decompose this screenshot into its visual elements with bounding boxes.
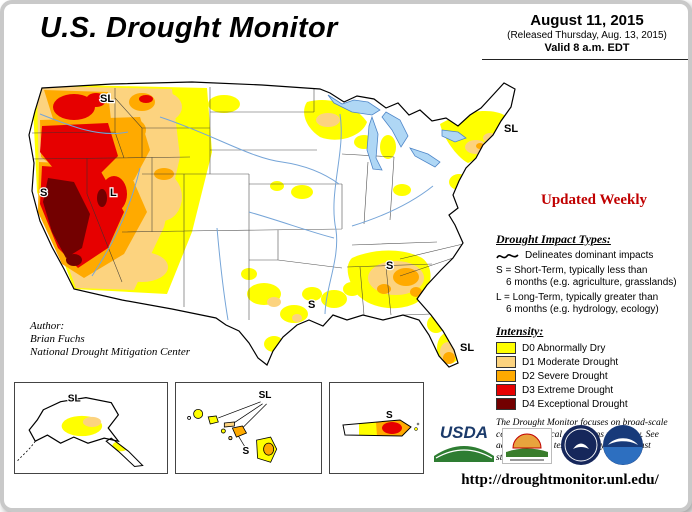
- puerto-rico-west-region: [343, 423, 359, 435]
- long-term-line2: 6 months (e.g. hydrology, ecology): [506, 304, 659, 315]
- author-block: Author: Brian Fuchs National Drought Mit…: [30, 320, 190, 359]
- hawaii-inset-map: SL S: [175, 382, 322, 474]
- drought-monitor-url[interactable]: http://droughtmonitor.unl.edu/: [461, 472, 659, 488]
- usda-logo: USDA: [432, 420, 496, 466]
- dept-of-commerce-seal: [560, 424, 602, 466]
- page-title: U.S. Drought Monitor: [40, 12, 338, 44]
- author-name: Brian Fuchs: [30, 333, 85, 345]
- drought-severity-layers: [31, 84, 506, 364]
- map-label-north-california: S: [40, 187, 47, 199]
- hawaii-leader-lines-sl: [218, 401, 267, 431]
- d4-swatch: [496, 398, 516, 410]
- puerto-rico-d3-region: [382, 422, 402, 434]
- aleutian-islands: [16, 440, 36, 462]
- state-borders: [31, 87, 464, 320]
- report-date: August 11, 2015: [530, 12, 644, 29]
- great-lakes: [327, 94, 467, 171]
- alaska-drought-patches: [61, 415, 129, 452]
- short-term-definition: S = Short-Term, typically less than 6 mo…: [496, 265, 688, 289]
- updated-weekly-note: Updated Weekly: [541, 192, 647, 208]
- map-label-pacific-northwest: SL: [100, 93, 114, 105]
- us-drought-map: SL L S S S SL SL: [28, 81, 520, 368]
- puerto-rico-impact-label: S: [386, 410, 393, 421]
- impact-types-heading: Drought Impact Types:: [496, 232, 611, 246]
- author-organization: National Drought Mitigation Center: [30, 346, 191, 358]
- hawaii-impact-label-bottom: S: [242, 446, 249, 457]
- impact-type-labels: SL L S S S SL SL: [39, 92, 520, 356]
- vieques-island: [414, 427, 418, 431]
- alaska-impact-label: SL: [68, 394, 81, 405]
- d3-label: D3 Extreme Drought: [522, 384, 614, 396]
- usda-swoosh-highlight: [435, 449, 493, 459]
- alaska-inset-map: SL: [14, 382, 168, 474]
- d0-swatch: [496, 342, 516, 354]
- alaska-coastline: [28, 396, 120, 444]
- noaa-seagull-icon: [608, 438, 638, 445]
- ndmc-caption-bar: [510, 459, 544, 461]
- culebra-island: [416, 422, 420, 426]
- impact-squiggle-icon: [496, 253, 519, 258]
- noaa-logo: [602, 424, 644, 466]
- map-label-northeast: SL: [504, 123, 518, 135]
- ndmc-field: [506, 448, 548, 457]
- us-coastline: [28, 81, 516, 368]
- short-term-line2: 6 months (e.g. agriculture, grasslands): [506, 277, 677, 288]
- long-term-line1: L = Long-Term, typically greater than: [496, 292, 659, 303]
- header-divider: [482, 59, 688, 60]
- legend-row-d3: D3 Extreme Drought: [496, 384, 688, 396]
- map-label-georgia: S: [386, 260, 393, 272]
- map-label-texas: S: [308, 299, 315, 311]
- d4-exceptional-drought-layer: [43, 178, 107, 266]
- hawaii-islands: [187, 408, 278, 463]
- legend-row-d2: D2 Severe Drought: [496, 370, 688, 382]
- d2-label: D2 Severe Drought: [522, 370, 608, 382]
- intensity-heading: Intensity:: [496, 324, 544, 338]
- d4-label: D4 Exceptional Drought: [522, 398, 628, 410]
- hawaii-impact-label-top: SL: [259, 390, 272, 401]
- alaska-panhandle-outline: [105, 437, 144, 468]
- valid-time: Valid 8 a.m. EDT: [544, 42, 630, 54]
- map-label-south-florida: SL: [460, 342, 474, 354]
- long-term-definition: L = Long-Term, typically greater than 6 …: [496, 292, 688, 316]
- puerto-rico-inset-map: S: [329, 382, 424, 474]
- hawaii-leader-line-s: [238, 435, 245, 447]
- ndmc-sun: [512, 433, 542, 449]
- d2-swatch: [496, 370, 516, 382]
- commerce-eagle-icon: [573, 443, 589, 449]
- usda-logo-text: USDA: [440, 423, 488, 442]
- release-date: (Released Thursday, Aug. 13, 2015): [507, 30, 667, 41]
- commerce-seal-ring: [564, 428, 598, 462]
- d1-swatch: [496, 356, 516, 368]
- impact-delineates-label: Delineates dominant impacts: [525, 250, 654, 261]
- author-label: Author:: [30, 320, 65, 332]
- noaa-sea: [603, 447, 643, 465]
- usda-swoosh: [434, 446, 494, 462]
- puerto-rico-coastline: [342, 419, 412, 437]
- d1-label: D1 Moderate Drought: [522, 356, 619, 368]
- rivers: [39, 113, 434, 321]
- report-date-block: August 11, 2015 (Released Thursday, Aug.…: [482, 12, 688, 54]
- d3-swatch: [496, 384, 516, 396]
- ndmc-logo: [502, 428, 552, 464]
- legend-row-d1: D1 Moderate Drought: [496, 356, 688, 368]
- d0-label: D0 Abnormally Dry: [522, 342, 606, 354]
- alaska-panhandle: [106, 438, 143, 467]
- legend-row-d0: D0 Abnormally Dry: [496, 342, 688, 354]
- map-label-great-basin: L: [110, 187, 117, 199]
- short-term-line1: S = Short-Term, typically less than: [496, 265, 648, 276]
- legend-row-d4: D4 Exceptional Drought: [496, 398, 688, 410]
